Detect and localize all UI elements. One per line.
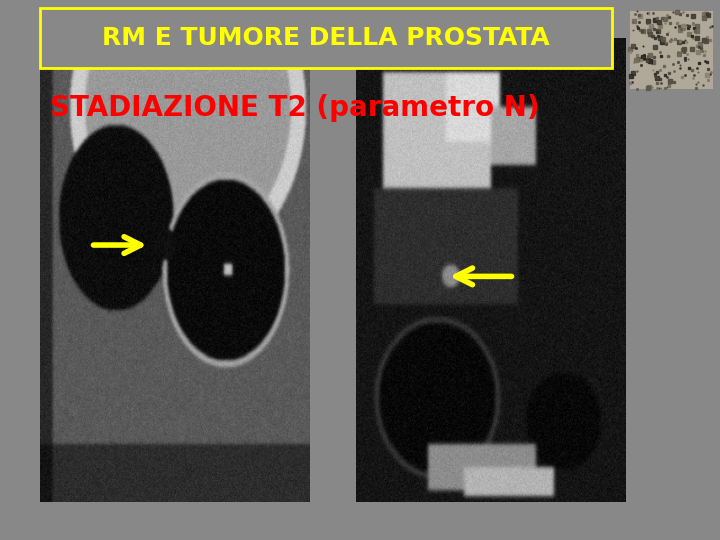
Bar (40, 8, 612, 68)
Text: RM E TUMORE DELLA PROSTATA: RM E TUMORE DELLA PROSTATA (102, 26, 549, 50)
Text: STADIAZIONE T2 (parametro N): STADIAZIONE T2 (parametro N) (50, 94, 540, 122)
Bar (630, 11, 713, 89)
